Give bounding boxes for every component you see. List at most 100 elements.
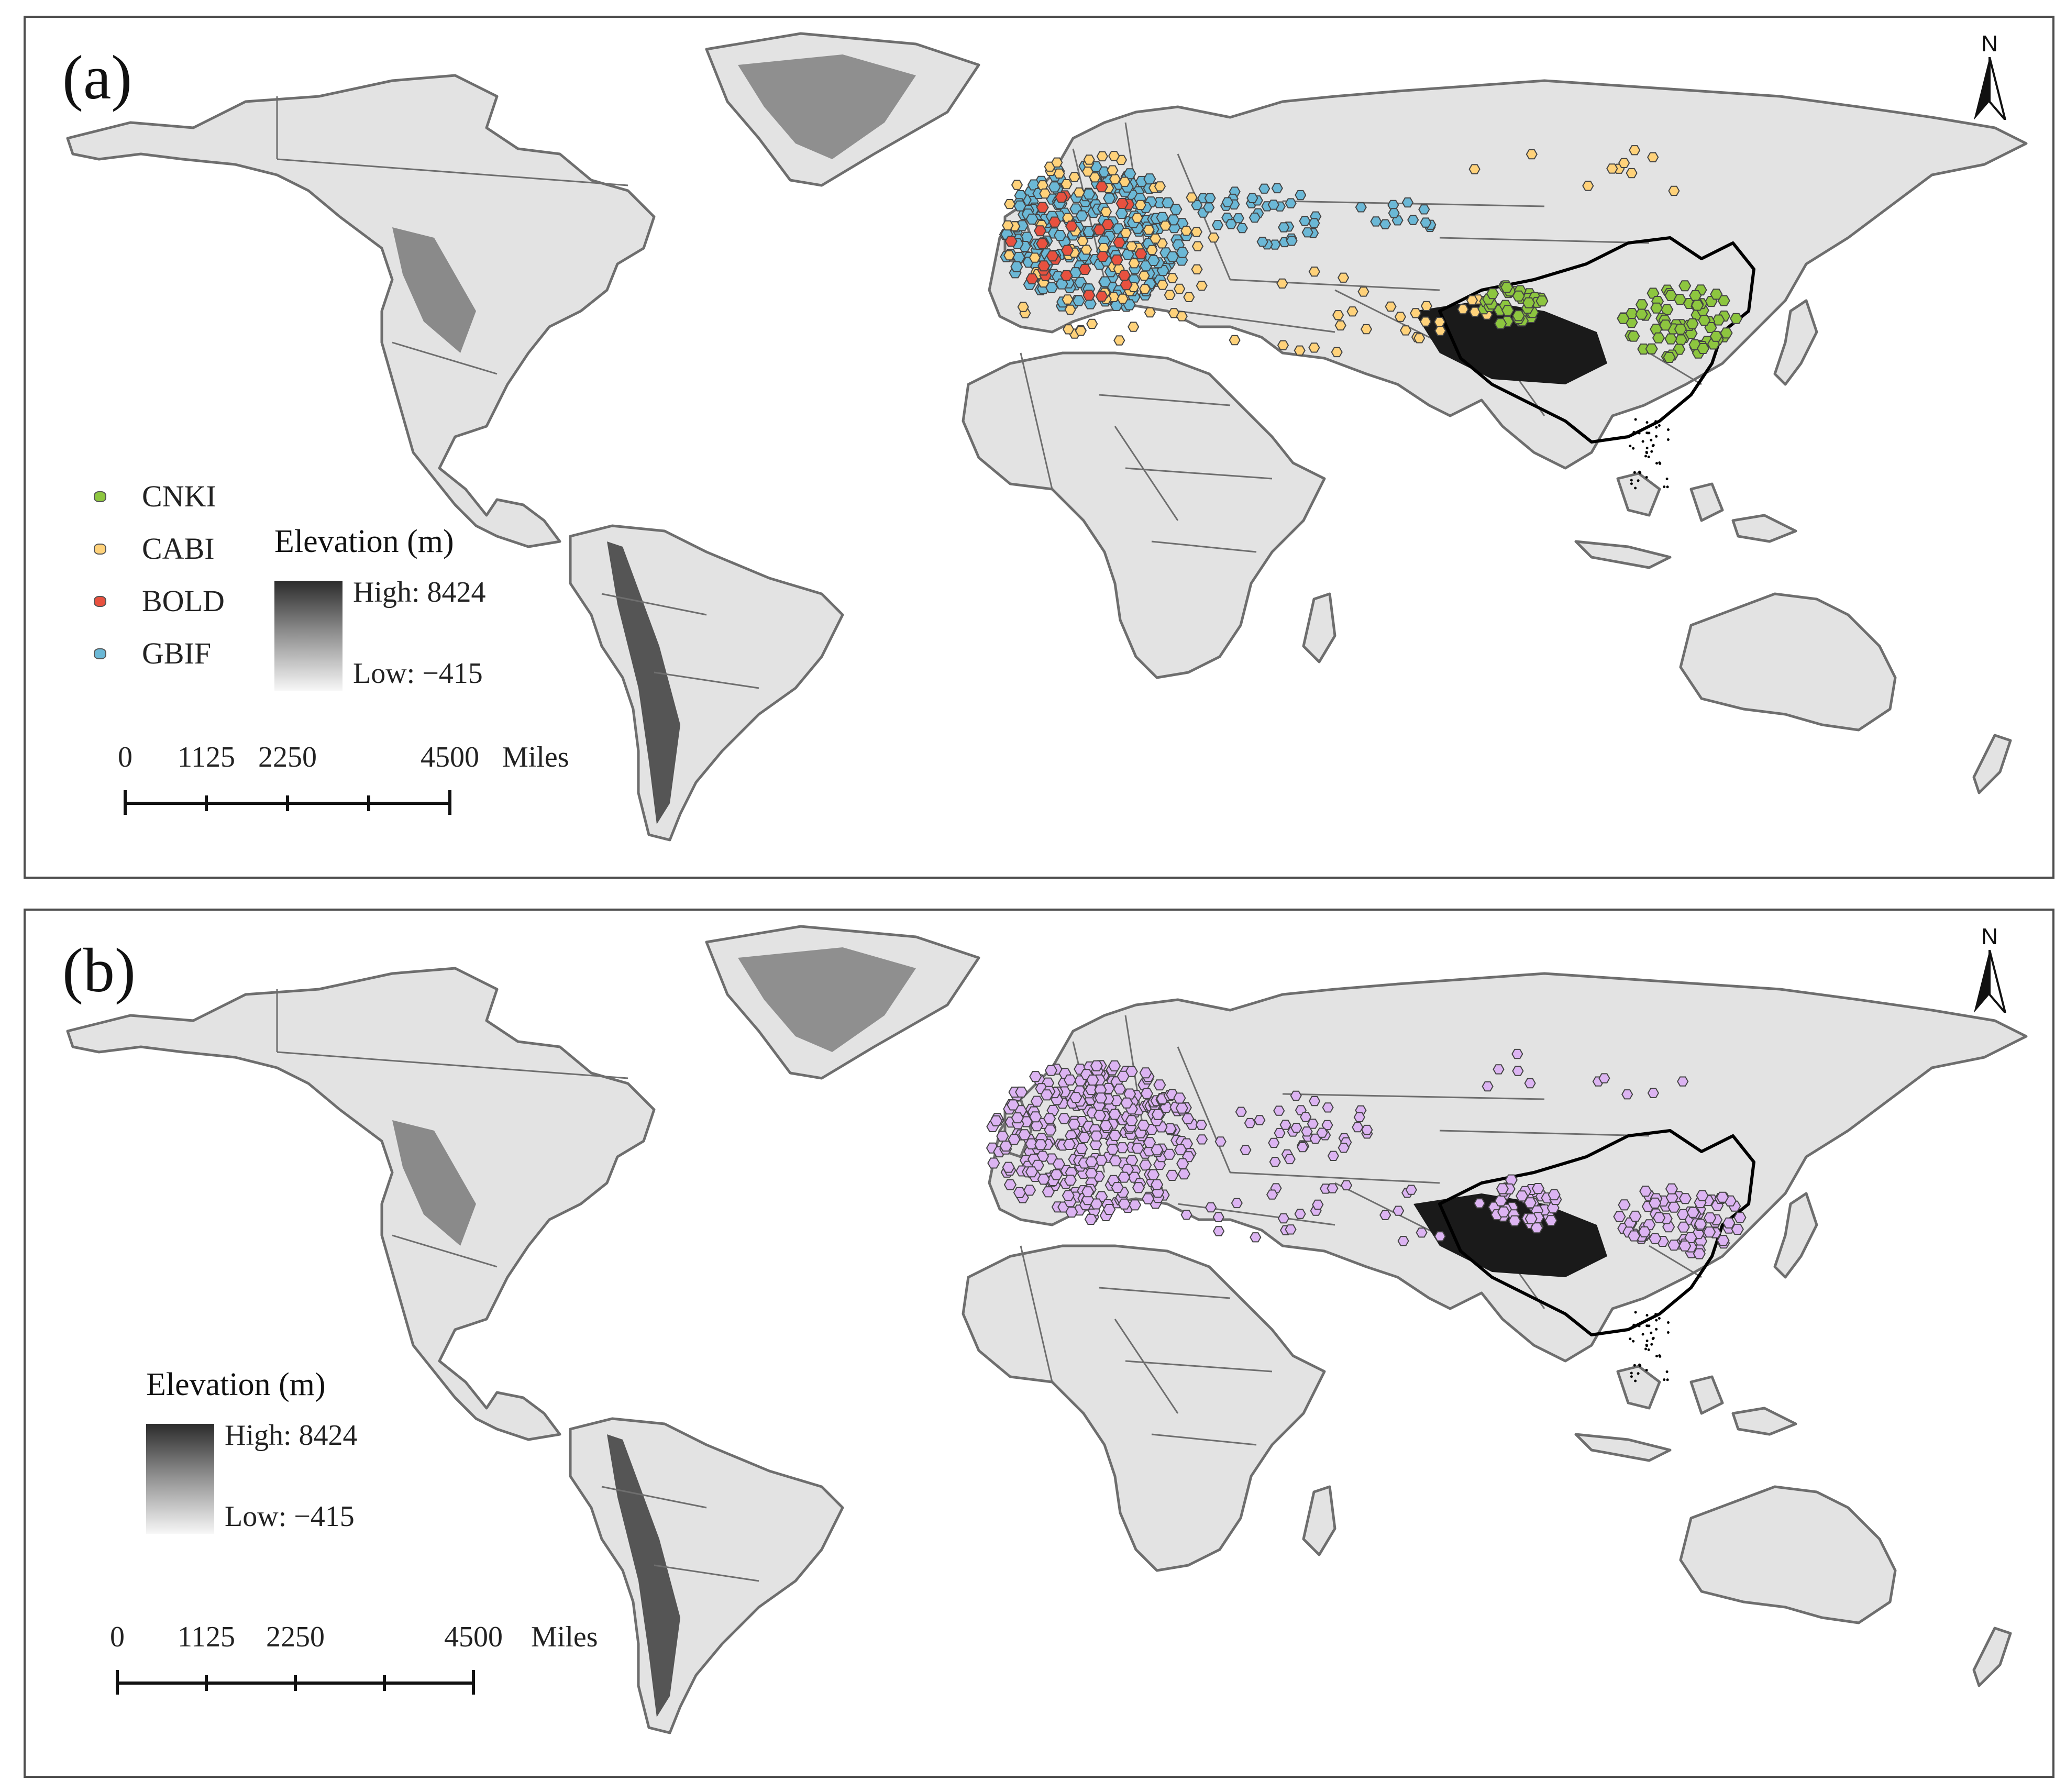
panel-label: (a) <box>62 42 132 112</box>
occurrence-point <box>1235 1107 1247 1117</box>
occurrence-point <box>1113 1083 1126 1095</box>
south-china-sea-island <box>1665 478 1669 480</box>
occurrence-point <box>1013 1187 1026 1198</box>
bold-occurrence-point <box>1048 216 1062 228</box>
cabi-occurrence-point <box>1096 151 1108 162</box>
gbif-occurrence-point <box>1053 230 1067 241</box>
country-border <box>1649 352 1702 385</box>
occurrence-point <box>1290 1090 1302 1101</box>
map-panel-a: (a) N CNKI CABI BOLD GBIF Elevation (m) … <box>24 16 2054 879</box>
cabi-occurrence-point <box>1618 158 1630 168</box>
country-border <box>1177 1203 1335 1226</box>
south-china-sea-island <box>1632 1323 1636 1326</box>
occurrence-point <box>1108 1060 1121 1071</box>
cnki-occurrence-point <box>1689 290 1702 301</box>
occurrence-point <box>1007 1099 1020 1111</box>
gbif-occurrence-point <box>1103 192 1116 204</box>
occurrence-point <box>1684 1232 1697 1243</box>
occurrence-point <box>1511 1048 1523 1059</box>
occurrence-point <box>1025 1166 1038 1178</box>
country-border <box>1439 237 1650 244</box>
south-china-sea-island <box>1666 485 1669 489</box>
occurrence-point <box>1109 1155 1122 1167</box>
rocky-mountains-highland <box>392 227 476 353</box>
cabi-occurrence-point <box>1331 347 1343 358</box>
legend-label: GBIF <box>142 636 212 670</box>
legend-label: BOLD <box>142 584 225 618</box>
bold-occurrence-point <box>1095 291 1108 302</box>
country-border <box>1099 394 1231 406</box>
south-china-sea-island <box>1663 485 1666 489</box>
cabi-occurrence-point <box>1150 233 1162 244</box>
elevation-title: Elevation (m) <box>146 1367 326 1402</box>
cnki-occurrence-point <box>1645 343 1658 355</box>
south-china-sea-island <box>1633 1364 1636 1367</box>
occurrence-point <box>1118 1171 1131 1183</box>
gbif-occurrence-point <box>1286 236 1298 246</box>
occurrence-point <box>1115 1142 1129 1154</box>
gbif-occurrence-point <box>1295 190 1307 201</box>
gbif-occurrence-point <box>1370 216 1382 227</box>
occurrence-point <box>1151 1179 1164 1190</box>
legend-swatch <box>94 596 106 607</box>
gbif-occurrence-point <box>1420 217 1432 228</box>
occurrence-point <box>1174 1144 1187 1156</box>
scale-tick-label: 0 <box>118 741 132 773</box>
south-china-sea-island <box>1647 432 1650 435</box>
cabi-occurrence-point <box>1191 264 1203 274</box>
occurrence-point <box>1254 1115 1266 1125</box>
gbif-occurrence-point <box>1236 223 1249 234</box>
gbif-occurrence-point <box>1355 202 1367 213</box>
gbif-occurrence-point <box>1191 200 1203 211</box>
occurrence-point <box>1250 1232 1262 1243</box>
gbif-occurrence-point <box>1147 255 1160 266</box>
south-china-sea-island <box>1650 1343 1653 1346</box>
occurrence-point <box>1667 1240 1681 1251</box>
bold-occurrence-point <box>1033 225 1047 237</box>
occurrence-point <box>1638 1226 1651 1237</box>
south-china-sea-island <box>1644 1347 1647 1351</box>
bold-occurrence-point <box>1060 245 1074 256</box>
cabi-occurrence-point <box>1113 335 1125 346</box>
south-china-sea-island <box>1658 1354 1661 1357</box>
occurrence-point <box>1268 1137 1280 1148</box>
south-china-sea-island <box>1658 461 1661 464</box>
cnki-occurrence-point <box>1696 343 1710 354</box>
south-china-sea-island <box>1658 1317 1661 1320</box>
gbif-occurrence-point <box>1204 193 1216 203</box>
bold-occurrence-point <box>1046 250 1059 262</box>
rocky-mountains-highland <box>392 1120 476 1246</box>
country-border <box>392 1234 498 1268</box>
cabi-occurrence-point <box>1003 199 1016 209</box>
eurasia-landmass <box>988 972 2028 1363</box>
cnki-occurrence-point <box>1617 313 1630 324</box>
cabi-occurrence-point <box>1138 270 1150 281</box>
cabi-occurrence-point <box>1125 241 1137 251</box>
legend-label: CNKI <box>142 479 216 513</box>
occurrence-point <box>1397 1236 1409 1246</box>
cabi-occurrence-point <box>1146 245 1158 256</box>
cabi-occurrence-point <box>1075 326 1087 336</box>
occurrence-point <box>999 1141 1012 1152</box>
gbif-occurrence-point <box>1166 251 1179 262</box>
cnki-occurrence-point <box>1664 290 1677 301</box>
cabi-occurrence-point <box>1180 226 1192 236</box>
elevation-color-ramp <box>146 1424 214 1534</box>
bold-occurrence-point <box>1120 279 1133 291</box>
south-china-sea-island <box>1655 1328 1658 1331</box>
occurrence-point <box>1307 1119 1319 1129</box>
occurrence-point <box>1040 1089 1053 1101</box>
occurrence-point <box>1269 1157 1281 1167</box>
cabi-occurrence-point <box>1117 293 1129 304</box>
occurrence-point <box>1093 1110 1107 1121</box>
cnki-occurrence-point <box>1635 299 1649 311</box>
country-border <box>392 341 498 375</box>
cabi-occurrence-point <box>1413 333 1426 344</box>
occurrence-point <box>1166 1169 1179 1181</box>
panel-label: (b) <box>62 935 136 1005</box>
cabi-occurrence-point <box>1190 227 1203 237</box>
north-arrow-icon <box>1974 57 2006 121</box>
cabi-occurrence-point <box>1073 187 1085 198</box>
occurrence-point <box>1704 1212 1717 1224</box>
gbif-occurrence-point <box>1123 299 1136 311</box>
